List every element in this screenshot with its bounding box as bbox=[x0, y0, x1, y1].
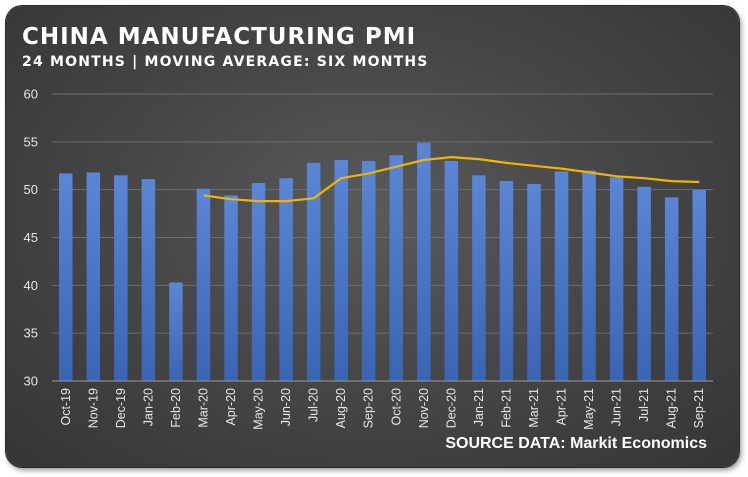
y-tick-label: 35 bbox=[24, 326, 38, 341]
x-tick-label: Jan-20 bbox=[141, 388, 155, 426]
x-tick-label: May-20 bbox=[252, 388, 266, 430]
x-tick-label: Apr-20 bbox=[224, 388, 238, 426]
x-tick-label: Oct-19 bbox=[59, 388, 73, 426]
x-tick-label: Feb-21 bbox=[499, 388, 513, 428]
bar bbox=[141, 179, 156, 381]
bar bbox=[389, 155, 404, 381]
bar bbox=[417, 142, 431, 381]
x-tick-label: Dec-20 bbox=[444, 388, 458, 428]
bar bbox=[361, 160, 376, 381]
bar bbox=[334, 160, 348, 381]
bar bbox=[196, 188, 211, 381]
chart-title: CHINA MANUFACTURING PMI bbox=[22, 24, 417, 50]
source-label: SOURCE DATA: Markit Economics bbox=[445, 435, 707, 452]
bar bbox=[582, 170, 596, 381]
x-tick-label: Jul-21 bbox=[637, 388, 651, 422]
bar bbox=[527, 183, 541, 381]
bar bbox=[609, 177, 624, 381]
y-tick-label: 40 bbox=[24, 278, 38, 293]
bar bbox=[444, 160, 459, 381]
x-tick-label: Aug-21 bbox=[665, 388, 679, 428]
x-tick-label: Nov-20 bbox=[417, 388, 431, 428]
y-tick-label: 55 bbox=[24, 134, 38, 149]
moving-average-line bbox=[203, 156, 700, 203]
chart-subtitle: 24 MONTHS | MOVING AVERAGE: SIX MONTHS bbox=[22, 54, 429, 70]
x-tick-label: Sep-21 bbox=[692, 388, 706, 428]
x-tick-label: Oct-20 bbox=[389, 388, 403, 426]
bar bbox=[306, 162, 321, 381]
bar bbox=[224, 195, 238, 381]
x-tick-label: Apr-21 bbox=[555, 388, 569, 426]
bar bbox=[251, 182, 266, 381]
x-tick-label: Mar-21 bbox=[527, 388, 541, 428]
bar bbox=[472, 175, 486, 381]
bar bbox=[279, 178, 293, 381]
bar bbox=[86, 172, 101, 381]
bar bbox=[692, 189, 706, 381]
y-tick-label: 60 bbox=[24, 87, 38, 102]
x-tick-label: Jun-20 bbox=[279, 388, 293, 426]
x-tick-label: Jul-20 bbox=[307, 388, 321, 422]
x-tick-label: Dec-19 bbox=[114, 388, 128, 428]
x-tick-label: Aug-20 bbox=[334, 388, 348, 428]
bar bbox=[114, 175, 128, 381]
bar bbox=[499, 181, 514, 381]
x-tick-label: Mar-20 bbox=[196, 388, 210, 428]
x-tick-label: Feb-20 bbox=[169, 388, 183, 428]
bar bbox=[664, 197, 679, 381]
x-tick-label: Sep-20 bbox=[362, 388, 376, 428]
bar bbox=[637, 186, 651, 381]
bar bbox=[59, 173, 73, 381]
y-tick-label: 30 bbox=[24, 374, 38, 389]
x-tick-label: Jun-21 bbox=[610, 388, 624, 426]
x-tick-label: May-21 bbox=[582, 388, 596, 430]
x-tick-label: Nov-19 bbox=[86, 388, 100, 428]
bar bbox=[554, 171, 569, 381]
x-tick-label: Jan-21 bbox=[472, 388, 486, 426]
y-tick-label: 50 bbox=[24, 182, 38, 197]
bar bbox=[169, 282, 183, 381]
y-tick-label: 45 bbox=[24, 230, 38, 245]
